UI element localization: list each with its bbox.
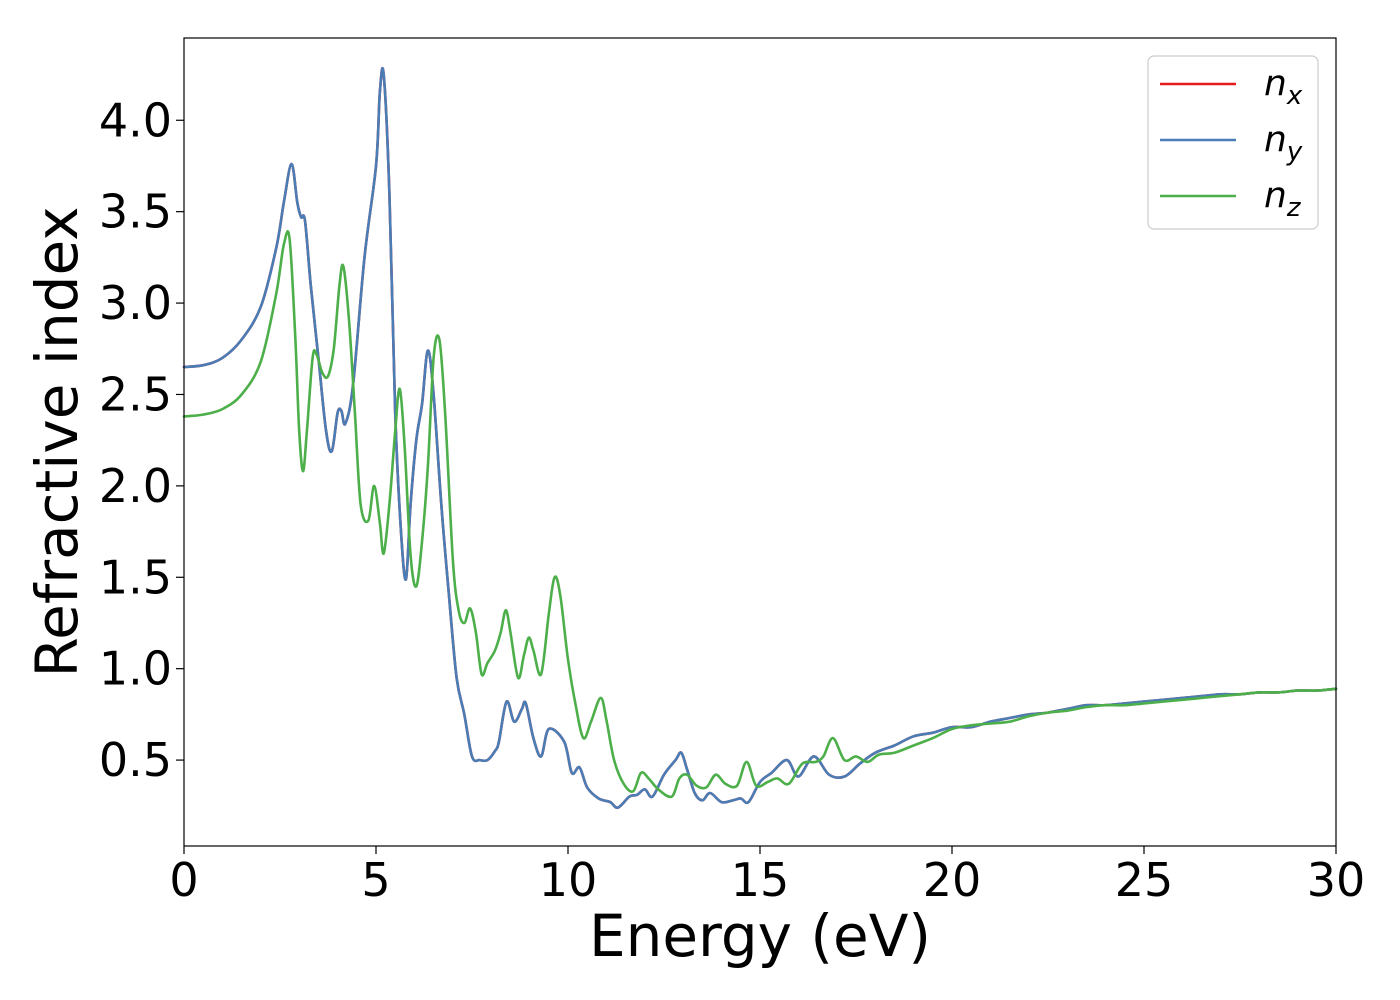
y-tick-label: 2.0 — [99, 459, 172, 513]
x-tick-label: 0 — [169, 853, 198, 907]
x-axis: 0 5 10 15 20 25 30 — [169, 846, 1365, 907]
x-axis-label: Energy (eV) — [589, 902, 931, 970]
y-tick-label: 1.5 — [99, 550, 172, 604]
series-line-ny — [182, 66, 1338, 809]
y-axis: 0.5 1.0 1.5 2.0 2.5 3.0 3.5 4.0 — [99, 93, 184, 787]
y-tick-label: 1.0 — [99, 642, 172, 696]
legend-box — [1147, 55, 1319, 230]
x-tick-label: 30 — [1307, 853, 1366, 907]
legend-label-nz: nz — [1264, 175, 1302, 223]
x-tick-label: 20 — [923, 853, 982, 907]
y-tick-label: 2.5 — [99, 367, 172, 421]
legend-label-ny: ny — [1264, 119, 1303, 167]
x-tick-label: 25 — [1115, 853, 1174, 907]
y-axis-label: Refractive index — [23, 206, 91, 677]
y-tick-label: 3.0 — [99, 276, 172, 330]
legend: nx ny nz — [1147, 55, 1319, 230]
series-line-nz — [182, 230, 1338, 799]
y-tick-label: 3.5 — [99, 185, 172, 239]
y-tick-label: 0.5 — [99, 733, 172, 787]
legend-label-nx: nx — [1264, 63, 1303, 111]
x-tick-label: 5 — [361, 853, 390, 907]
x-tick-label: 10 — [539, 853, 598, 907]
y-tick-label: 4.0 — [99, 93, 172, 147]
series-layer — [182, 66, 1338, 809]
x-tick-label: 15 — [731, 853, 790, 907]
